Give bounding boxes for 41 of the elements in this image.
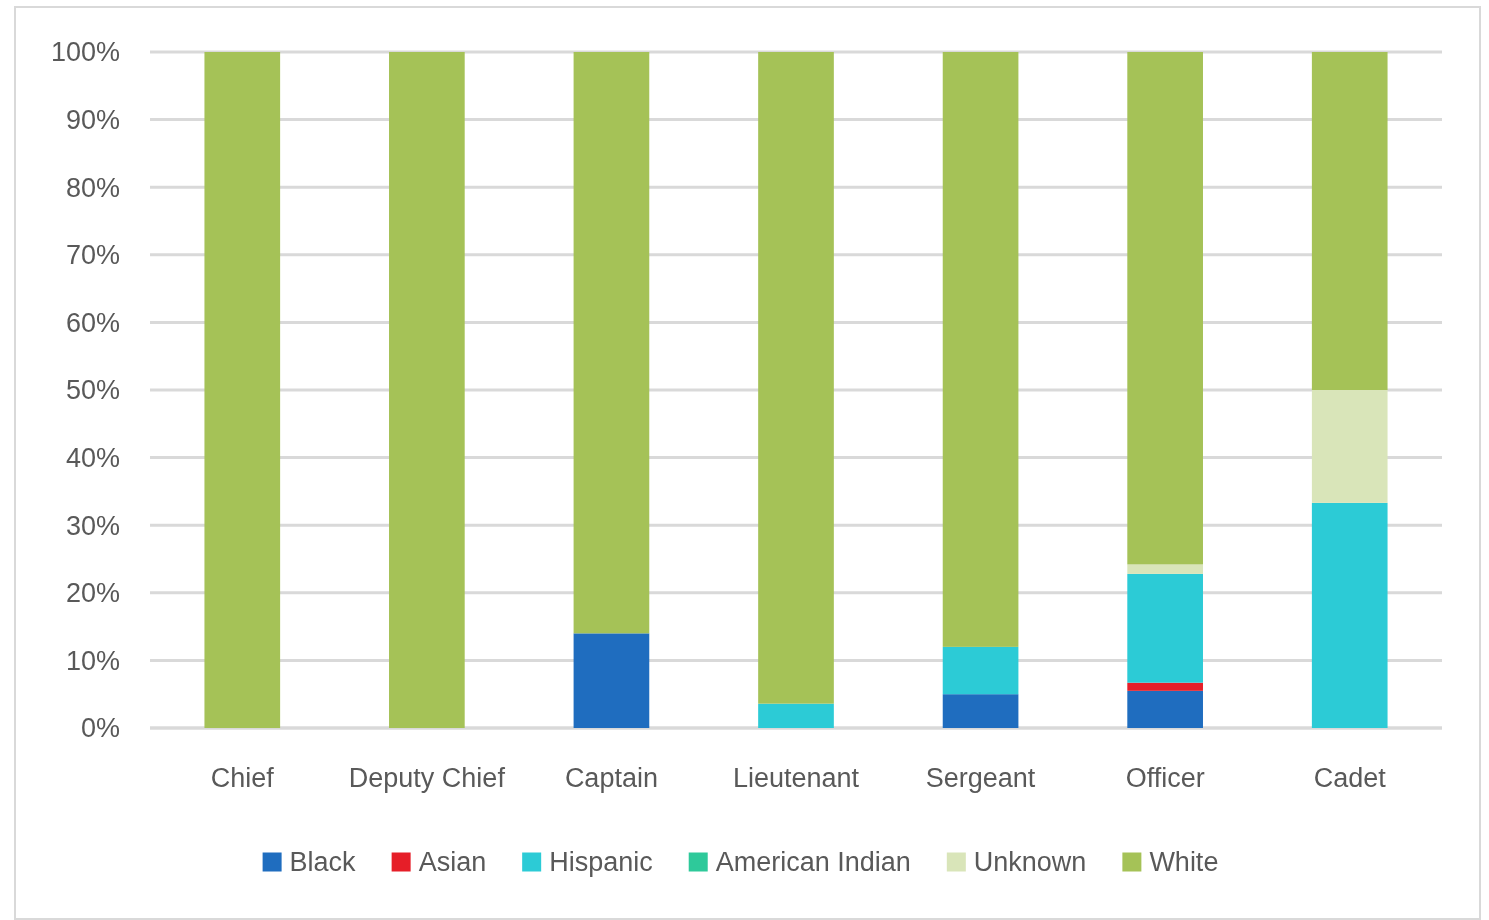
x-tick-label: Cadet bbox=[1313, 763, 1387, 794]
x-tick-label: Deputy Chief bbox=[348, 763, 506, 794]
bar bbox=[389, 52, 465, 728]
y-tick-label: 80% bbox=[65, 172, 120, 203]
x-tick-label: Sergeant bbox=[925, 763, 1036, 794]
y-tick-label: 50% bbox=[65, 375, 120, 406]
legend-label: Black bbox=[289, 847, 357, 878]
legend-label: Unknown bbox=[973, 847, 1087, 878]
bar bbox=[758, 703, 834, 728]
y-tick-label: 20% bbox=[65, 578, 120, 609]
bar bbox=[942, 694, 1019, 728]
bar bbox=[1127, 564, 1203, 574]
x-tick-label: Captain bbox=[564, 763, 658, 794]
bar bbox=[1127, 573, 1203, 683]
bar bbox=[1127, 690, 1203, 728]
bar bbox=[204, 52, 281, 728]
bar bbox=[1127, 52, 1203, 565]
bar bbox=[1127, 682, 1203, 691]
y-tick-label: 10% bbox=[65, 645, 120, 676]
y-tick-label: 100% bbox=[50, 37, 120, 68]
legend-label: White bbox=[1149, 847, 1219, 878]
y-tick-label: 60% bbox=[65, 307, 120, 338]
y-tick-label: 90% bbox=[65, 105, 120, 136]
x-tick-label: Chief bbox=[210, 763, 275, 794]
bar bbox=[942, 646, 1019, 695]
y-tick-label: 40% bbox=[65, 443, 120, 474]
y-tick-label: 70% bbox=[65, 240, 120, 271]
bar bbox=[1311, 390, 1388, 503]
legend-label: American Indian bbox=[715, 847, 911, 878]
x-tick-label: Officer bbox=[1125, 763, 1205, 794]
bar bbox=[1311, 502, 1388, 728]
bar bbox=[573, 52, 650, 634]
bar bbox=[1311, 52, 1388, 390]
bar bbox=[573, 633, 650, 728]
y-tick-label: 30% bbox=[65, 510, 120, 541]
x-tick-label: Lieutenant bbox=[732, 763, 860, 794]
bar bbox=[758, 52, 834, 704]
legend-label: Hispanic bbox=[549, 847, 653, 878]
y-tick-label: 0% bbox=[80, 713, 120, 744]
legend-label: Asian bbox=[418, 847, 487, 878]
bar bbox=[942, 52, 1019, 647]
